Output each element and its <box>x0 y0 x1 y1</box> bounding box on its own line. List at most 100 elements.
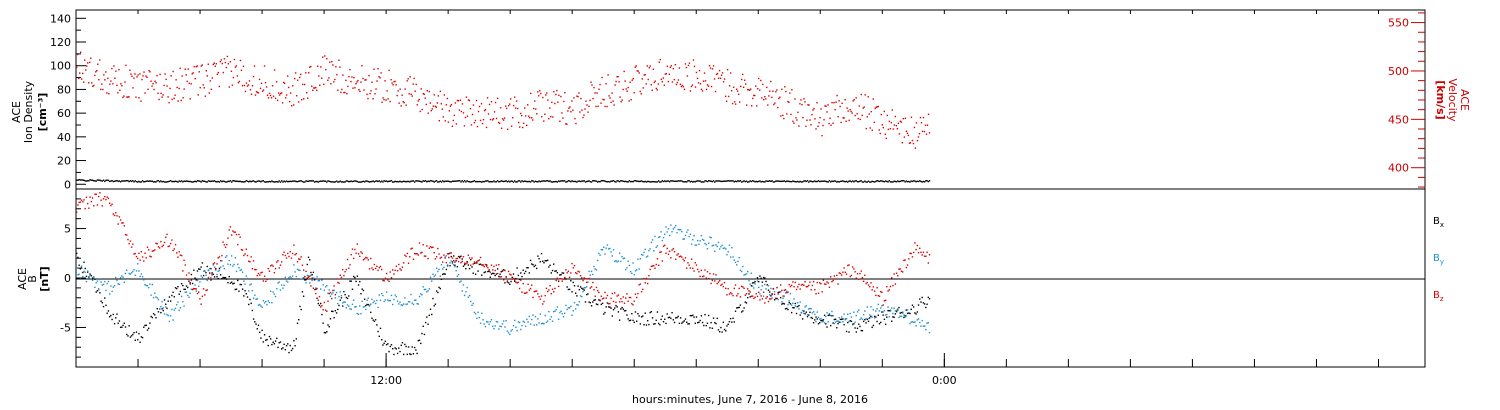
data-point-ion-density <box>145 180 147 182</box>
data-point-velocity <box>281 102 284 104</box>
data-point-ion-density <box>420 180 422 183</box>
data-point-bz <box>806 285 809 288</box>
data-point-bz <box>916 244 919 247</box>
data-point-bx <box>904 315 906 317</box>
data-point-bx <box>112 313 115 316</box>
data-point-by <box>269 290 272 293</box>
data-point-bz <box>668 250 671 252</box>
data-point-bz <box>433 251 435 254</box>
data-point-velocity <box>438 119 441 122</box>
data-point-velocity <box>785 90 787 93</box>
data-point-ion-density <box>856 181 859 183</box>
data-point-bz <box>238 233 240 236</box>
data-point-ion-density <box>904 181 906 183</box>
data-point-bx <box>388 350 390 353</box>
data-point-bz <box>266 278 268 281</box>
data-point-bz <box>828 286 831 288</box>
data-point-bz <box>886 285 888 288</box>
data-point-ion-density <box>160 180 162 182</box>
data-point-bx <box>263 334 266 336</box>
data-point-bx <box>839 318 842 321</box>
data-point-velocity <box>720 74 723 76</box>
data-point-by <box>612 249 615 251</box>
data-point-bx <box>745 302 748 304</box>
data-point-ion-density <box>679 180 682 182</box>
data-point-by <box>276 287 278 290</box>
data-point-bx <box>237 279 239 282</box>
data-point-ion-density <box>217 180 219 183</box>
data-point-by <box>413 299 416 301</box>
data-point-velocity <box>912 142 915 145</box>
data-point-ion-density <box>104 180 106 183</box>
data-point-ion-density <box>348 180 350 183</box>
data-point-bx <box>661 315 664 317</box>
data-point-velocity <box>798 125 800 127</box>
data-point-bx <box>575 292 577 294</box>
data-point-bz <box>293 244 295 246</box>
data-point-by <box>784 292 787 294</box>
data-point-by <box>259 303 261 306</box>
data-point-by <box>86 270 89 272</box>
data-point-ion-density <box>594 180 596 182</box>
data-point-velocity <box>704 80 707 82</box>
data-point-bz <box>903 259 905 262</box>
data-point-velocity <box>781 88 783 91</box>
data-point-bx <box>431 313 433 316</box>
data-point-by <box>174 307 177 310</box>
data-point-ion-density <box>738 180 740 183</box>
data-point-velocity <box>298 76 301 79</box>
data-point-ion-density <box>744 180 746 183</box>
data-point-by <box>620 260 622 263</box>
data-point-ion-density <box>349 180 351 183</box>
data-point-bz <box>232 230 234 232</box>
data-point-by <box>842 321 844 323</box>
data-point-by <box>477 311 479 314</box>
data-point-ion-density <box>93 180 95 182</box>
data-point-bz <box>296 261 299 263</box>
data-point-ion-density <box>210 180 212 183</box>
bottom-panel-frame <box>75 188 1426 368</box>
data-point-bz <box>788 283 790 286</box>
data-point-bx <box>655 319 657 322</box>
data-point-bx <box>224 276 227 279</box>
data-point-velocity <box>226 55 229 58</box>
data-point-ion-density <box>911 180 914 183</box>
data-point-ion-density <box>748 181 750 183</box>
data-point-bx <box>836 327 838 329</box>
data-point-bx <box>606 302 609 304</box>
data-point-by <box>549 318 551 321</box>
data-point-bx <box>476 262 478 264</box>
data-point-bx <box>827 314 829 317</box>
data-point-ion-density <box>268 180 271 183</box>
data-point-ion-density <box>135 180 138 183</box>
data-point-bx <box>890 320 893 322</box>
data-point-by <box>183 305 185 307</box>
data-point-bz <box>79 201 82 203</box>
data-point-bz <box>77 204 79 206</box>
data-point-bx <box>442 273 444 276</box>
data-point-velocity <box>289 92 292 94</box>
data-point-velocity <box>728 85 731 87</box>
data-point-ion-density <box>779 180 782 183</box>
data-point-bz <box>858 278 860 280</box>
data-point-by <box>379 299 382 302</box>
data-point-ion-density <box>620 179 622 182</box>
data-point-ion-density <box>666 180 668 182</box>
data-point-velocity <box>204 95 206 97</box>
data-point-by <box>504 326 506 328</box>
data-point-by <box>383 300 385 303</box>
data-point-by <box>758 286 760 289</box>
data-point-velocity <box>878 129 880 131</box>
data-point-bz <box>150 256 152 258</box>
data-point-by <box>90 278 93 281</box>
data-point-bz <box>155 242 157 245</box>
data-point-by <box>589 274 592 276</box>
data-point-velocity <box>149 71 151 73</box>
data-point-velocity <box>336 73 338 76</box>
data-point-bz <box>837 283 839 285</box>
data-point-bz <box>655 263 657 266</box>
data-point-ion-density <box>814 180 816 182</box>
data-point-ion-density <box>78 178 80 181</box>
data-point-velocity <box>629 81 631 83</box>
data-point-bx <box>675 317 677 319</box>
